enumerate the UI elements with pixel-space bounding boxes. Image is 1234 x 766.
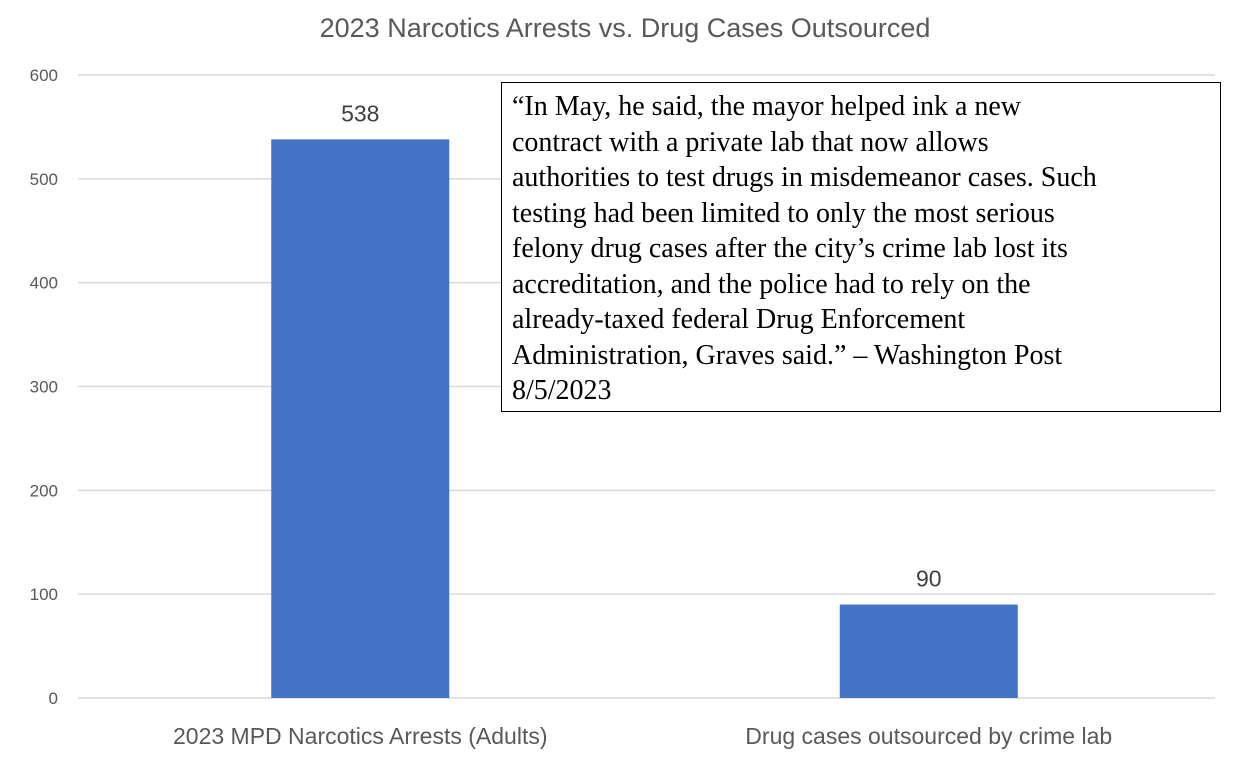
y-tick-label: 300	[30, 378, 58, 397]
chart-title: 2023 Narcotics Arrests vs. Drug Cases Ou…	[320, 13, 931, 43]
quote-line: felony drug cases after the city’s crime…	[512, 233, 1068, 264]
quote-line: “In May, he said, the mayor helped ink a…	[512, 91, 1022, 122]
quote-line: testing had been limited to only the mos…	[512, 197, 1055, 229]
bars	[271, 139, 1018, 699]
y-axis-tick-labels: 0 100 200 300 400 500 600	[30, 66, 58, 708]
quote-annotation-box: “In May, he said, the mayor helped ink a…	[501, 82, 1221, 412]
y-tick-label: 400	[30, 274, 58, 293]
bar	[839, 604, 1018, 698]
y-tick-label: 600	[30, 66, 58, 85]
quote-line: authorities to test drugs in misdemeanor…	[512, 162, 1097, 193]
data-label: 538	[341, 100, 379, 126]
quote-line: already-taxed federal Drug Enforcement	[512, 304, 966, 335]
category-labels: 2023 MPD Narcotics Arrests (Adults) Drug …	[173, 723, 1112, 749]
y-tick-label: 200	[30, 481, 58, 500]
quote-line: contract with a private lab that now all…	[512, 126, 989, 158]
category-label: Drug cases outsourced by crime lab	[745, 723, 1112, 749]
category-label: 2023 MPD Narcotics Arrests (Adults)	[173, 723, 548, 749]
y-tick-label: 100	[30, 585, 58, 604]
bar	[271, 139, 450, 699]
y-tick-label: 500	[30, 170, 58, 189]
quote-line: 8/5/2023	[512, 375, 612, 406]
quote-line: Administration, Graves said.” – Washingt…	[512, 339, 1063, 371]
data-labels: 538 90	[341, 100, 941, 591]
y-tick-label: 0	[49, 689, 58, 708]
quote-line: accreditation, and the police had to rel…	[512, 268, 1031, 300]
data-label: 90	[916, 566, 942, 592]
